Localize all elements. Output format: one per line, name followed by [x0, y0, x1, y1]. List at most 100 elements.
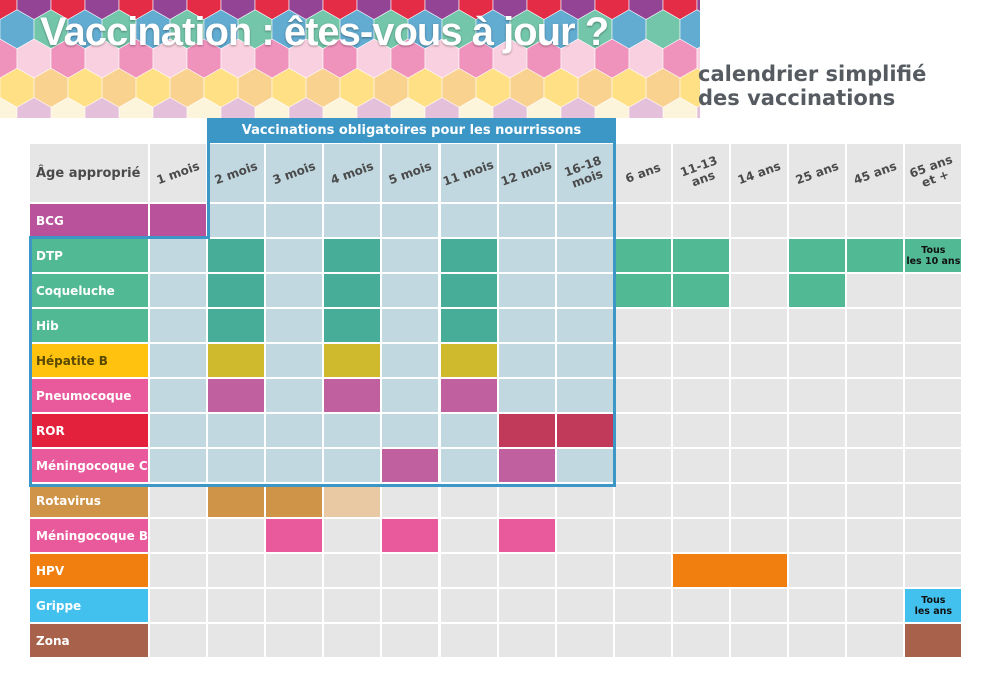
schedule-cell-empty	[150, 309, 207, 342]
schedule-cell-empty	[672, 344, 729, 377]
schedule-cell-empty	[905, 379, 962, 412]
schedule-cell-empty	[847, 274, 904, 307]
schedule-cell-empty	[498, 309, 555, 342]
schedule-cell-dose	[208, 274, 265, 307]
hexagon-decoration	[118, 97, 154, 118]
schedule-cell-dose	[208, 379, 265, 412]
schedule-cell-empty	[614, 554, 671, 587]
schedule-cell-empty	[440, 484, 497, 517]
schedule-cell-empty	[556, 484, 613, 517]
schedule-cell-empty	[672, 449, 729, 482]
schedule-cell-empty	[672, 484, 729, 517]
schedule-cell-dose	[150, 204, 207, 237]
age-column-header: 65 ans et +	[905, 144, 962, 202]
schedule-cell-dose	[847, 239, 904, 272]
schedule-cell-empty	[440, 449, 497, 482]
hexagon-decoration	[84, 97, 120, 118]
schedule-cell-empty	[266, 204, 323, 237]
schedule-cell-empty	[789, 379, 846, 412]
schedule-cell-empty	[731, 204, 788, 237]
subtitle-line-1: calendrier simplifié	[698, 62, 927, 86]
age-column-header-label: 11-13 ans	[678, 153, 719, 190]
age-column-header: 11-13 ans	[672, 144, 729, 202]
schedule-cell-dose	[440, 274, 497, 307]
schedule-cell-empty	[614, 484, 671, 517]
schedule-cell-empty	[498, 589, 555, 622]
schedule-cell-empty	[556, 204, 613, 237]
schedule-cell-empty	[382, 484, 439, 517]
schedule-cell-empty	[324, 449, 381, 482]
schedule-cell-dose	[266, 484, 323, 517]
schedule-cell-dose	[498, 519, 555, 552]
subtitle-line-2: des vaccinations	[698, 86, 896, 110]
schedule-cell-dose	[672, 239, 729, 272]
schedule-cell-empty	[847, 379, 904, 412]
schedule-cell-empty	[382, 554, 439, 587]
schedule-cell-dose	[440, 309, 497, 342]
schedule-cell-empty	[905, 484, 962, 517]
vaccine-label: Méningocoque C	[30, 449, 148, 482]
schedule-cell-empty	[382, 379, 439, 412]
age-column-header-label: 1 mois	[154, 158, 202, 187]
age-column-header-label: 16-18 mois	[561, 153, 605, 191]
schedule-cell-empty	[905, 274, 962, 307]
schedule-cell-empty	[266, 309, 323, 342]
schedule-cell-empty	[324, 414, 381, 447]
schedule-cell-empty	[905, 449, 962, 482]
schedule-cell-empty	[789, 204, 846, 237]
age-column-header-label: 45 ans	[851, 158, 899, 187]
hexagon-decoration	[16, 97, 52, 118]
schedule-cell-empty	[905, 204, 962, 237]
age-column-header-label: 5 mois	[386, 158, 434, 187]
schedule-cell-dose	[208, 309, 265, 342]
schedule-cell-empty	[556, 379, 613, 412]
schedule-cell-empty	[208, 204, 265, 237]
schedule-cell-empty	[498, 344, 555, 377]
schedule-cell-empty	[847, 624, 904, 657]
hexagon-decoration	[679, 67, 700, 108]
schedule-cell-empty	[498, 624, 555, 657]
schedule-note: Tous les 10 ans	[905, 239, 962, 272]
schedule-cell-dose	[498, 449, 555, 482]
schedule-cell-empty	[614, 379, 671, 412]
schedule-cell-empty	[266, 589, 323, 622]
schedule-cell-empty	[208, 589, 265, 622]
schedule-cell-empty	[556, 624, 613, 657]
schedule-note: Tous les ans	[905, 589, 962, 622]
schedule-cell-empty	[556, 519, 613, 552]
schedule-cell-dose	[614, 274, 671, 307]
schedule-cell-empty	[382, 414, 439, 447]
hexagon-decoration	[594, 97, 630, 118]
schedule-cell-dose	[789, 239, 846, 272]
age-column-header: 14 ans	[731, 144, 788, 202]
schedule-cell-empty	[556, 449, 613, 482]
schedule-cell-empty	[266, 554, 323, 587]
age-column-header-label: 12 mois	[499, 156, 554, 189]
hexagon-decoration	[492, 97, 528, 118]
title-banner: Vaccination : êtes-vous à jour ?	[0, 0, 700, 118]
schedule-cell-empty	[440, 624, 497, 657]
vaccine-label: Méningocoque B	[30, 519, 148, 552]
vaccine-label: DTP	[30, 239, 148, 272]
schedule-cell-empty	[150, 624, 207, 657]
vaccine-label: HPV	[30, 554, 148, 587]
schedule-cell-empty	[672, 309, 729, 342]
hexagon-decoration	[696, 105, 700, 118]
page-title: Vaccination : êtes-vous à jour ?	[40, 10, 609, 54]
schedule-cell-empty	[382, 274, 439, 307]
schedule-cell-dose	[382, 519, 439, 552]
schedule-cell-empty	[905, 344, 962, 377]
schedule-cell-empty	[324, 204, 381, 237]
schedule-cell-empty	[556, 274, 613, 307]
schedule-cell-dose	[440, 344, 497, 377]
schedule-cell-empty	[324, 589, 381, 622]
vaccine-label: Grippe	[30, 589, 148, 622]
schedule-cell-empty	[556, 344, 613, 377]
vaccine-label: Hépatite B	[30, 344, 148, 377]
hexagon-decoration	[0, 0, 18, 20]
schedule-cell-dose	[672, 554, 788, 587]
schedule-cell-dose	[382, 449, 439, 482]
schedule-cell-empty	[614, 519, 671, 552]
schedule-cell-empty	[905, 309, 962, 342]
age-column-header: 12 mois	[498, 144, 555, 202]
